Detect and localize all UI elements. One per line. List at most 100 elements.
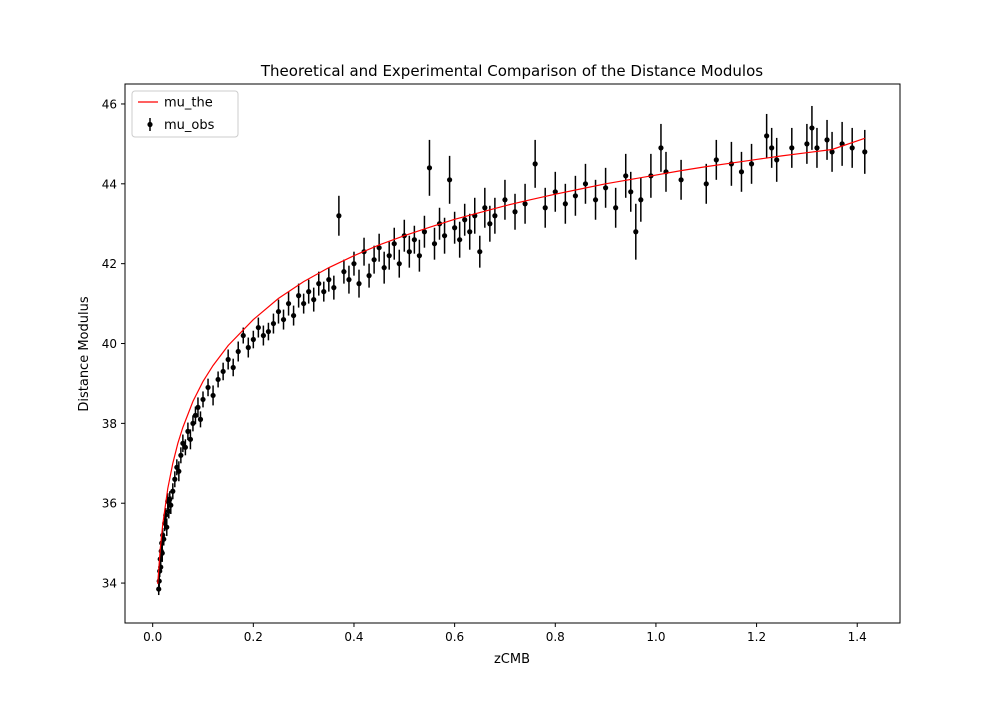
data-point — [713, 139, 719, 180]
x-tick-label: 1.0 — [646, 630, 665, 644]
data-point — [748, 143, 755, 184]
data-marker — [446, 177, 453, 183]
data-marker — [316, 281, 322, 287]
data-marker — [824, 137, 830, 143]
data-marker — [190, 420, 196, 426]
data-marker — [351, 261, 357, 267]
data-point — [285, 291, 292, 316]
data-point — [426, 139, 433, 196]
data-marker — [197, 416, 204, 422]
data-point — [301, 293, 307, 314]
data-point — [195, 397, 201, 418]
y-axis: 34 36 38 40 42 44 46 — [102, 97, 125, 591]
legend-swatch-mu-obs-marker — [147, 121, 153, 128]
data-marker — [391, 241, 397, 247]
data-marker — [512, 209, 518, 215]
data-point — [161, 532, 167, 546]
data-point — [280, 309, 287, 330]
x-tick-label: 1.2 — [747, 630, 766, 644]
data-marker — [270, 320, 277, 327]
data-point — [613, 187, 619, 228]
data-marker — [552, 189, 558, 195]
data-marker — [396, 261, 402, 267]
data-marker — [346, 277, 352, 283]
data-point — [512, 193, 518, 230]
data-marker — [164, 524, 170, 530]
data-point — [678, 159, 684, 200]
data-point — [391, 227, 397, 260]
data-point — [356, 269, 362, 298]
x-axis-label: zCMB — [494, 652, 530, 667]
data-marker — [240, 332, 246, 339]
y-tick-label: 36 — [102, 497, 117, 511]
data-marker — [678, 177, 684, 183]
data-marker — [492, 213, 498, 219]
data-point — [552, 171, 558, 212]
data-point — [275, 299, 282, 324]
data-marker — [301, 300, 307, 307]
data-marker — [195, 404, 201, 410]
data-marker — [522, 201, 528, 207]
data-marker — [172, 476, 178, 482]
data-point — [296, 283, 302, 308]
data-point — [789, 127, 795, 168]
data-point — [774, 137, 780, 182]
data-marker — [562, 201, 568, 207]
data-marker — [159, 550, 165, 556]
data-point — [829, 131, 835, 172]
data-marker — [603, 185, 609, 191]
legend: mu_the mu_obs — [131, 90, 239, 138]
data-point — [185, 422, 191, 441]
data-marker — [245, 344, 251, 351]
data-marker — [371, 257, 377, 263]
data-point — [628, 171, 634, 212]
data-point — [336, 195, 342, 236]
axes-frame — [124, 83, 901, 624]
x-tick-label: 0.8 — [546, 630, 565, 644]
data-marker — [462, 217, 468, 223]
legend-label-mu-the: mu_the — [164, 96, 213, 111]
data-point — [306, 279, 312, 304]
data-marker — [502, 197, 508, 203]
legend-box — [131, 90, 239, 138]
data-marker — [192, 412, 199, 418]
data-marker — [366, 273, 372, 279]
data-point — [764, 113, 770, 158]
data-marker — [210, 392, 216, 399]
data-marker — [341, 269, 347, 275]
data-point — [467, 213, 473, 250]
x-tick-label: 1.4 — [848, 630, 867, 644]
data-marker — [774, 157, 780, 163]
data-marker — [862, 149, 868, 155]
data-marker — [623, 173, 629, 179]
data-point — [572, 175, 579, 216]
data-point — [376, 233, 382, 262]
data-point — [849, 127, 855, 168]
plot-area — [156, 105, 868, 596]
data-marker — [426, 165, 433, 171]
data-marker — [176, 468, 182, 474]
data-marker — [285, 300, 292, 307]
data-marker — [356, 281, 362, 287]
data-point — [190, 415, 196, 432]
data-point — [658, 123, 664, 172]
data-marker — [306, 289, 312, 295]
data-marker — [170, 488, 176, 494]
data-marker — [178, 452, 184, 458]
data-point — [159, 544, 165, 562]
data-point — [416, 239, 422, 272]
data-marker — [738, 169, 745, 175]
x-tick-label: 0.4 — [344, 630, 363, 644]
data-marker — [225, 356, 231, 363]
data-marker — [185, 428, 191, 434]
y-tick-label: 46 — [102, 97, 117, 111]
data-marker — [215, 376, 221, 383]
data-marker — [542, 205, 548, 211]
data-point — [562, 183, 568, 224]
data-marker — [467, 229, 473, 235]
data-point — [210, 385, 216, 406]
y-tick-label: 38 — [102, 417, 117, 431]
data-point — [250, 330, 256, 349]
